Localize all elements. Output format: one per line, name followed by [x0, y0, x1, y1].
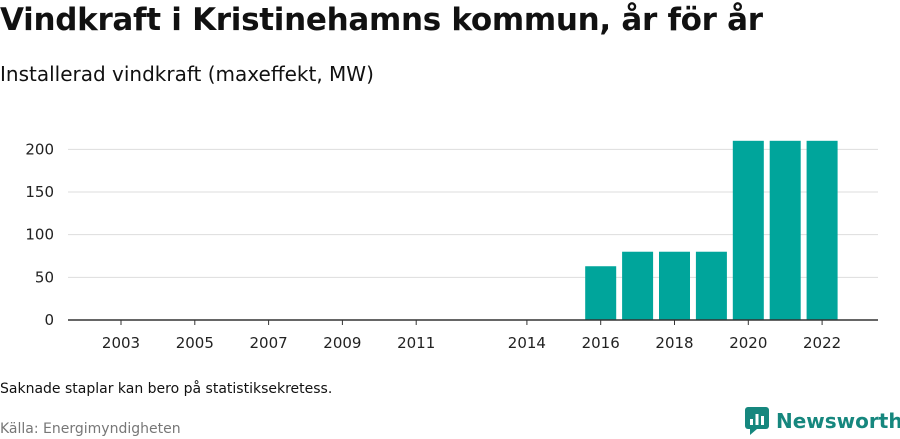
y-tick-label: 200: [25, 140, 54, 158]
y-tick-label: 150: [25, 183, 54, 201]
source-label: Källa: Energimyndigheten: [0, 421, 181, 437]
chart-subtitle: Installerad vindkraft (maxeffekt, MW): [0, 62, 374, 86]
bar: [769, 140, 801, 320]
footnote: Saknade staplar kan bero på statistiksek…: [0, 381, 333, 397]
bar: [585, 266, 617, 320]
bars: [585, 140, 838, 320]
x-tick-label: 2022: [803, 334, 841, 352]
x-tick-label: 2016: [582, 334, 620, 352]
bar: [622, 251, 654, 320]
x-tick-label: 2020: [729, 334, 767, 352]
chart-title: Vindkraft i Kristinehamns kommun, år för…: [0, 2, 763, 38]
bar: [695, 251, 727, 320]
x-tick-label: 2005: [176, 334, 214, 352]
bar-chart-logo-icon: [745, 407, 769, 435]
brand-name: Newsworthy: [776, 409, 900, 433]
x-tick-label: 2009: [323, 334, 361, 352]
bar: [732, 140, 764, 320]
x-tick-label: 2014: [508, 334, 546, 352]
bar: [806, 140, 838, 320]
y-tick-label: 100: [25, 226, 54, 244]
x-tick-label: 2011: [397, 334, 435, 352]
bar: [659, 251, 690, 320]
x-tick-label: 2003: [102, 334, 140, 352]
x-axis: 2003 2005 2007 2009 2011 2014 2016 2018 2020 2022: [68, 319, 878, 352]
x-tick-label: 2018: [655, 334, 693, 352]
y-tick-label: 0: [44, 311, 54, 329]
brand-logo[interactable]: Newsworthy: [744, 406, 900, 436]
y-tick-label: 50: [35, 268, 54, 286]
x-tick-label: 2007: [250, 334, 288, 352]
y-axis: 0 50 100 150 200: [25, 140, 54, 329]
